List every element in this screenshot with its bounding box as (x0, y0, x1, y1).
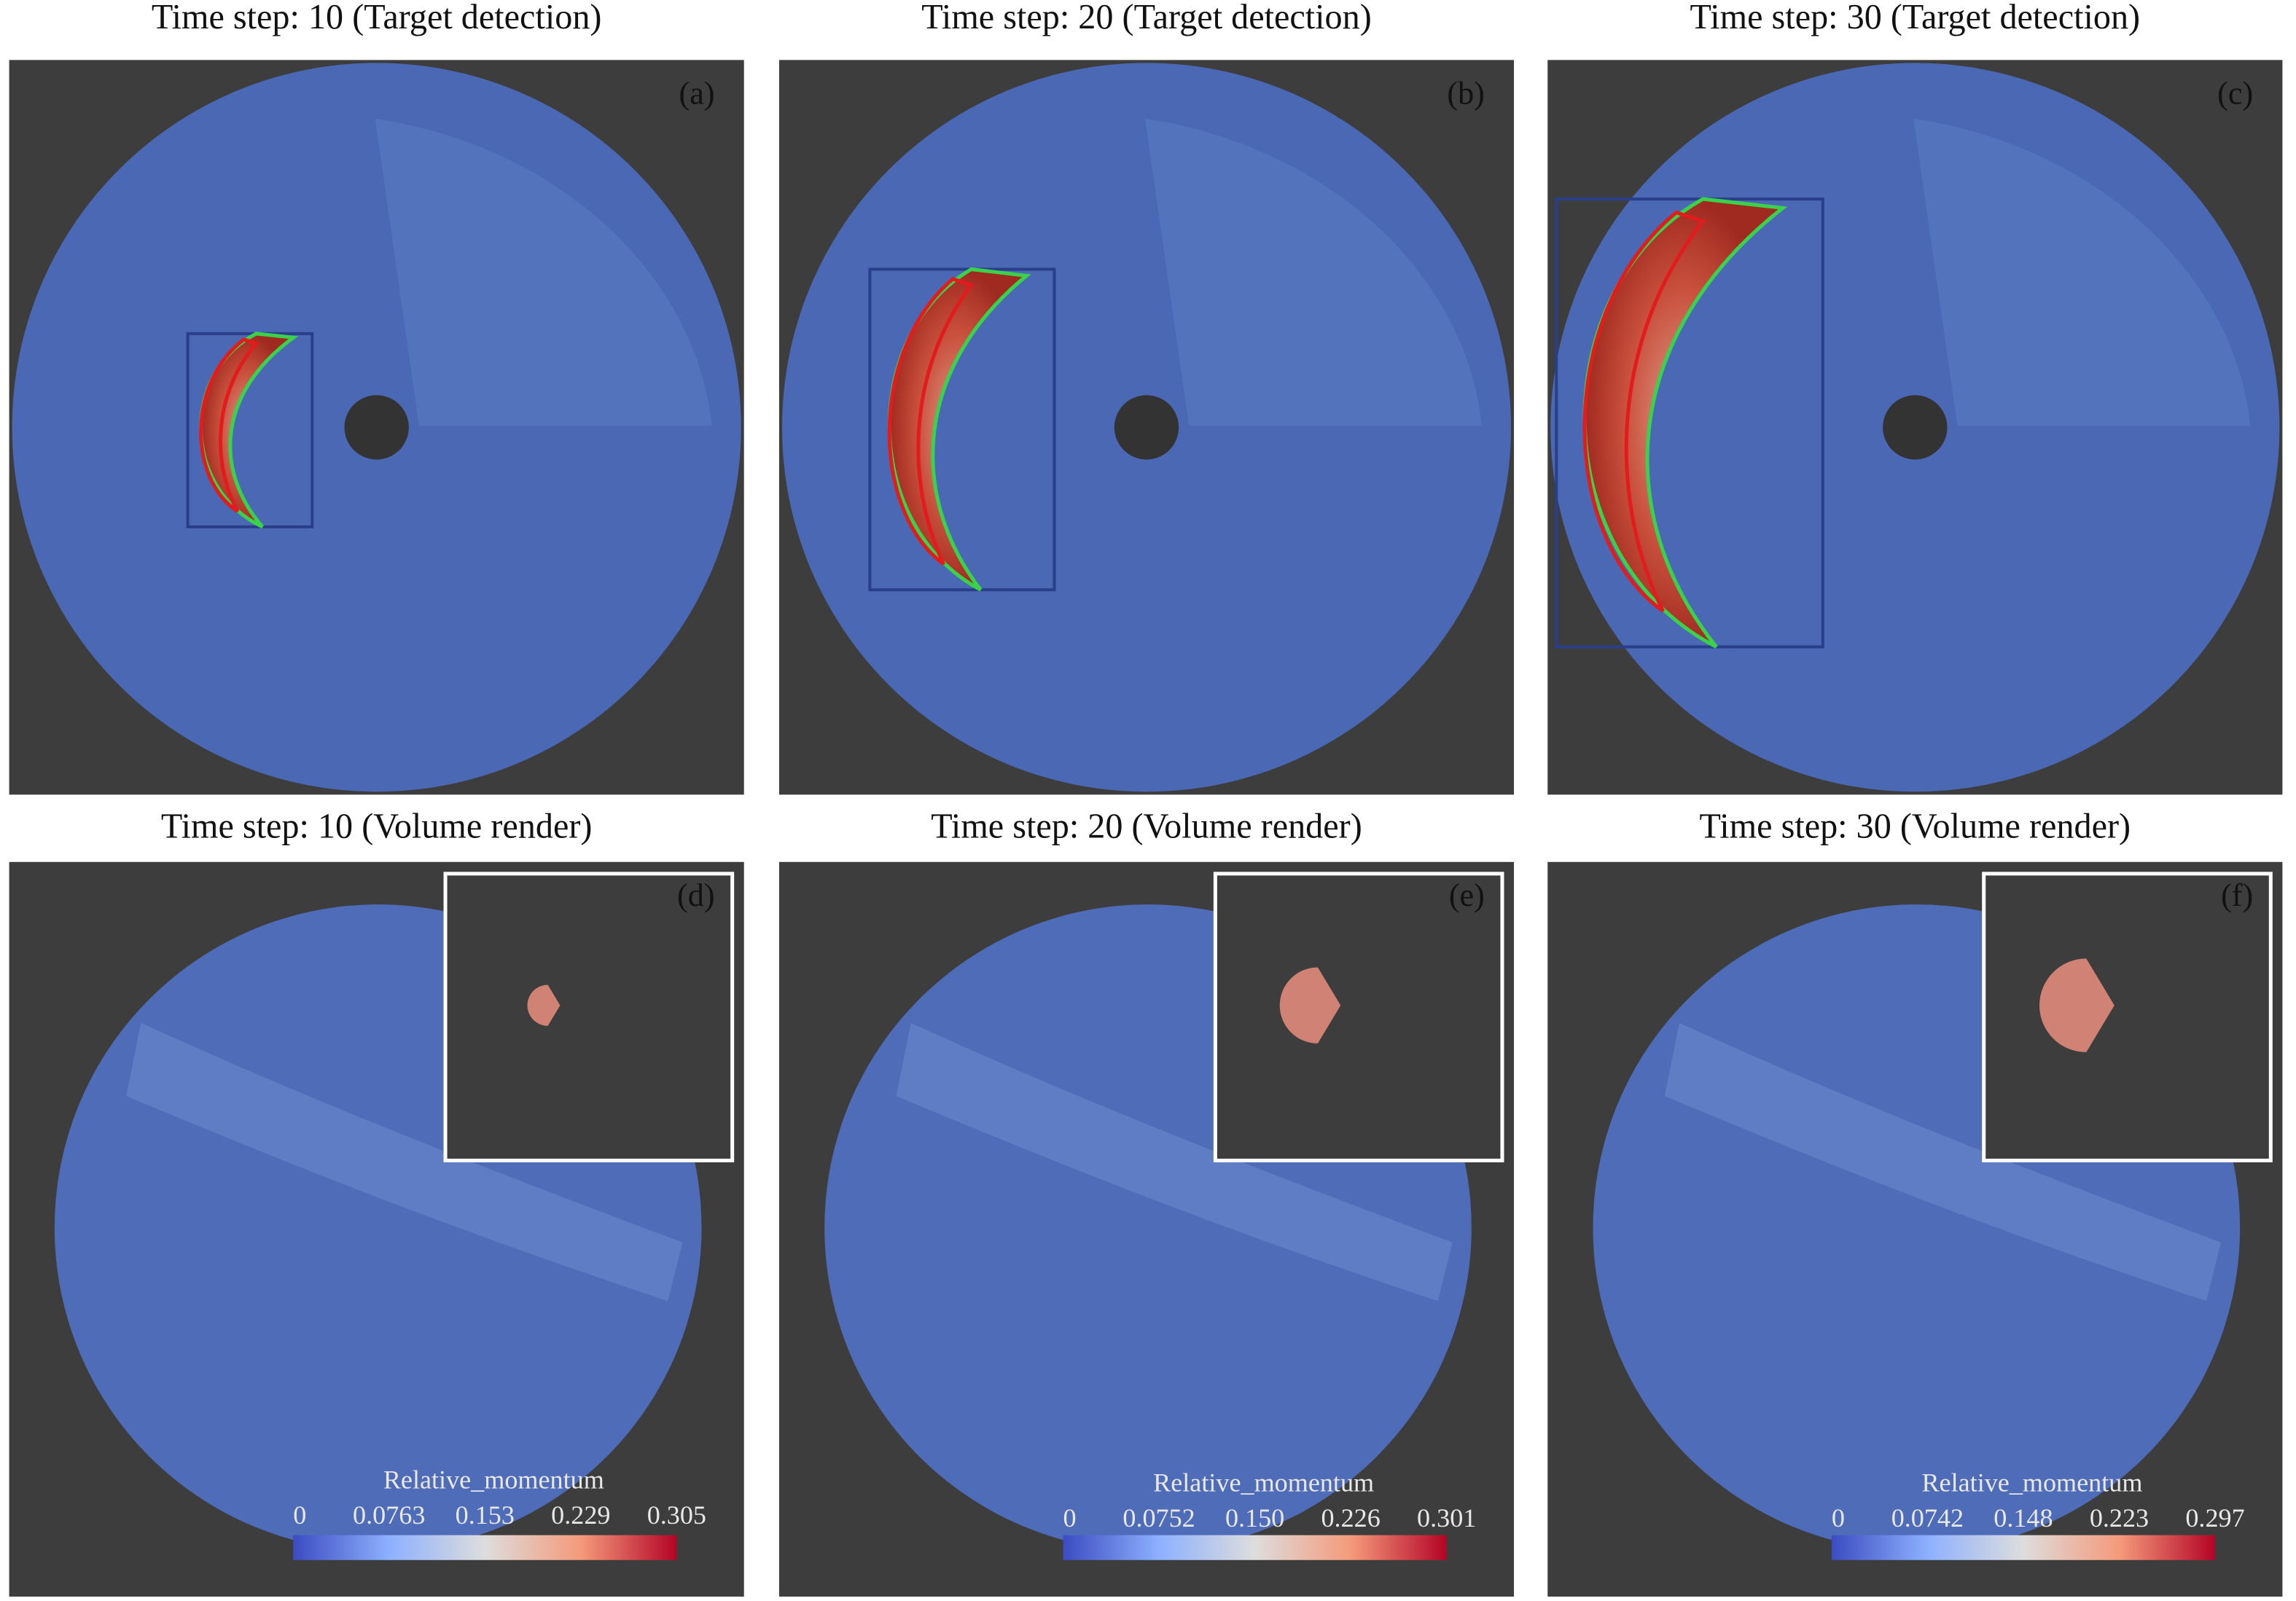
colorbar-tick-label: 0.0763 (353, 1500, 425, 1530)
panel-label: (e) (1449, 877, 1485, 913)
flow-band (1664, 1022, 2222, 1301)
colorbar (1831, 1535, 2215, 1560)
colorbar (1063, 1535, 1447, 1560)
colorbar-tick-label: 0 (293, 1500, 306, 1530)
colorbar-tick-label: 0.297 (2185, 1503, 2244, 1533)
detection-box (186, 332, 314, 528)
colorbar-tick-label: 0.223 (2090, 1503, 2149, 1533)
flow-band (126, 1022, 683, 1301)
colorbar-tick-label: 0.301 (1417, 1503, 1476, 1533)
panel-title: Time step: 30 (Target detection) (1690, 0, 2141, 36)
center-hole (344, 395, 409, 460)
colorbar-tick-label: 0.0752 (1122, 1503, 1195, 1533)
volume-render (1279, 967, 1341, 1044)
colorbar-tick-label: 0.148 (1994, 1503, 2053, 1533)
flow-band (896, 1022, 1453, 1301)
panel-label: (d) (677, 877, 715, 913)
core-contour (887, 276, 975, 566)
colorbar-tick-label: 0.226 (1321, 1503, 1380, 1533)
core-contour (1582, 210, 1706, 613)
flow-region (1913, 118, 2251, 426)
panel-title: Time step: 30 (Volume render) (1700, 807, 2131, 846)
panel-title: Time step: 10 (Volume render) (161, 807, 593, 846)
colorbar-tick-label: 0.229 (551, 1500, 610, 1530)
detection-box (868, 267, 1056, 592)
detection-box (1555, 197, 1824, 649)
panel-label: (b) (1447, 76, 1485, 111)
inset (1982, 872, 2273, 1163)
center-hole (1114, 395, 1179, 460)
colorbar-tick-label: 0.305 (647, 1500, 706, 1530)
colorbar-tick-label: 0.153 (456, 1500, 515, 1530)
panel-label: (a) (679, 76, 715, 111)
center-hole (1883, 395, 1948, 460)
flow-region (1144, 118, 1482, 426)
volume-render (2039, 958, 2115, 1052)
colorbar-tick-label: 0 (1063, 1503, 1077, 1533)
core-contour (199, 337, 259, 513)
inset (443, 872, 735, 1163)
colorbar-tick-label: 0.0742 (1891, 1503, 1964, 1533)
panel-title: Time step: 20 (Volume render) (931, 807, 1362, 846)
flow-region (375, 118, 712, 426)
colorbar (293, 1535, 677, 1560)
inset (1213, 872, 1504, 1163)
colorbar-tick-label: 0.150 (1225, 1503, 1284, 1533)
panel-label: (f) (2221, 877, 2253, 913)
colorbar-title: Relative_momentum (383, 1465, 604, 1495)
panel-title: Time step: 20 (Target detection) (921, 0, 1372, 36)
colorbar-tick-label: 0 (1832, 1503, 1845, 1533)
volume-render (527, 985, 561, 1026)
colorbar-title: Relative_momentum (1153, 1468, 1374, 1498)
panel-title: Time step: 10 (Target detection) (152, 0, 602, 36)
colorbar-title: Relative_momentum (1921, 1468, 2142, 1498)
panel-label: (c) (2217, 76, 2253, 111)
